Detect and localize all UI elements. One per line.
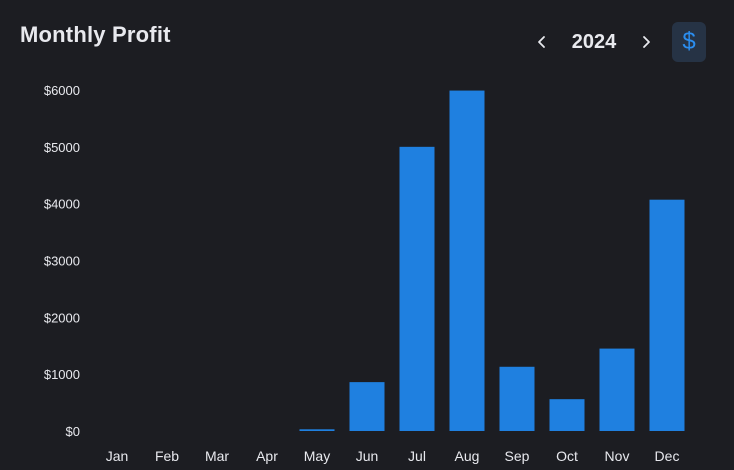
x-tick-label-aug: Aug	[455, 448, 480, 464]
x-tick-label-oct: Oct	[556, 448, 578, 464]
chart-title: Monthly Profit	[20, 22, 171, 47]
currency-toggle-button[interactable]: $	[672, 22, 706, 62]
year-label: 2024	[571, 30, 617, 53]
bars-group	[299, 90, 685, 432]
previous-year-button[interactable]	[528, 26, 556, 58]
x-tick-label-apr: Apr	[256, 448, 278, 464]
dollar-icon: $	[682, 28, 696, 55]
y-axis: $0 $1000 $2000 $3000 $4000 $5000 $6000	[44, 83, 80, 439]
next-year-button[interactable]	[632, 26, 660, 58]
x-tick-label-jan: Jan	[106, 448, 129, 464]
bar-sep[interactable]	[499, 366, 535, 431]
y-tick-label: $0	[66, 424, 80, 439]
bar-nov[interactable]	[599, 348, 635, 431]
bar-oct[interactable]	[549, 399, 585, 431]
x-tick-label-jun: Jun	[356, 448, 379, 464]
x-tick-label-sep: Sep	[505, 448, 530, 464]
chevron-left-icon	[538, 36, 545, 48]
chevron-right-icon	[643, 36, 650, 48]
y-tick-label: $2000	[44, 310, 80, 325]
x-tick-label-dec: Dec	[655, 448, 680, 464]
bar-jun[interactable]	[349, 382, 385, 431]
x-tick-label-mar: Mar	[205, 448, 229, 464]
y-tick-label: $1000	[44, 367, 80, 382]
y-tick-label: $5000	[44, 140, 80, 155]
x-axis: Jan Feb Mar Apr May Jun Jul Aug Sep Oct Nov Dec	[106, 448, 680, 464]
x-tick-label-jul: Jul	[408, 448, 426, 464]
x-tick-label-may: May	[304, 448, 330, 464]
year-navigation: 2024 $	[528, 22, 706, 62]
y-tick-label: $4000	[44, 197, 80, 212]
y-tick-label: $6000	[44, 83, 80, 98]
bar-may[interactable]	[299, 429, 335, 431]
y-tick-label: $3000	[44, 254, 80, 269]
x-tick-label-feb: Feb	[155, 448, 179, 464]
bar-aug[interactable]	[449, 90, 485, 432]
bar-jul[interactable]	[399, 146, 435, 432]
bar-dec[interactable]	[649, 199, 685, 431]
x-tick-label-nov: Nov	[605, 448, 630, 464]
